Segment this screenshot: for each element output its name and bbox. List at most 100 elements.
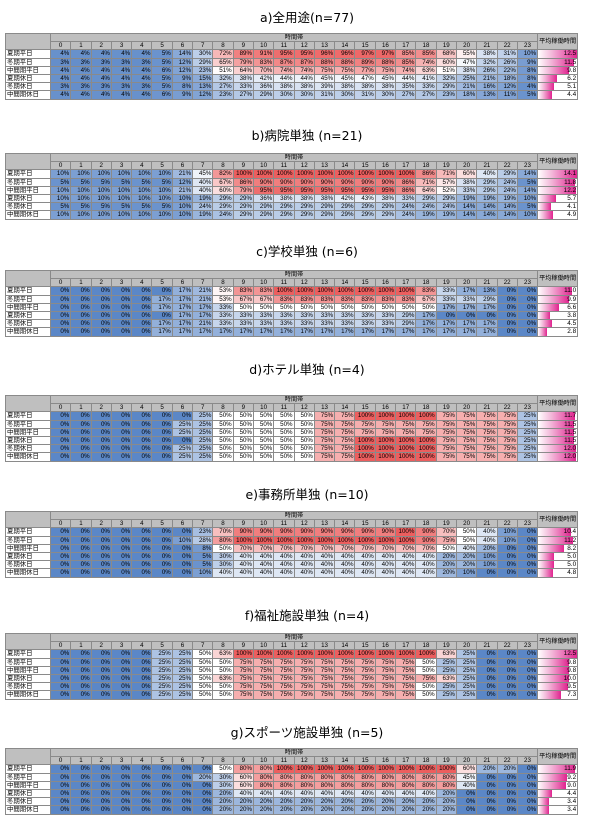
heatmap-cell: 75%	[395, 673, 417, 684]
heatmap-cell: 0%	[171, 560, 194, 570]
heatmap-cell: 45%	[313, 73, 336, 84]
heatmap-cell: 75%	[313, 435, 336, 446]
heatmap-cell: 100%	[354, 764, 376, 774]
heatmap-cell: 50%	[273, 302, 295, 312]
average-bar	[538, 412, 575, 420]
heatmap-cell: 17%	[192, 310, 214, 321]
heatmap-cell: 30%	[273, 90, 295, 100]
heatmap-cell: 97%	[374, 49, 397, 59]
heatmap-cell: 90%	[273, 527, 295, 537]
average-hours-cell: 3.4	[537, 805, 579, 815]
heatmap-cell: 100%	[374, 435, 397, 446]
heatmap-cell: 5%	[151, 49, 173, 59]
table-row: 夏期平日 0% 0% 0% 0% 0% 0% 0% 23% 70% 90% 90% 90% 90% 90% 9…	[5, 527, 579, 537]
heatmap-cell: 90%	[313, 527, 336, 537]
heatmap-cell: 20%	[293, 805, 315, 815]
heatmap-cell: 25%	[455, 657, 478, 667]
heatmap-cell: 90%	[252, 527, 275, 537]
heatmap-cell: 83%	[415, 286, 437, 296]
heatmap-cell: 75%	[313, 673, 336, 684]
heatmap-cell: 90%	[273, 177, 295, 187]
heatmap-cell: 0%	[151, 772, 173, 782]
heatmap-cell: 90%	[232, 527, 254, 537]
heatmap-cell: 13%	[192, 82, 214, 92]
heatmap-cell: 25%	[151, 673, 173, 684]
heatmap-cell: 75%	[252, 690, 275, 700]
average-bar	[538, 211, 554, 218]
heatmap-cell: 10%	[110, 210, 133, 220]
heatmap-cell: 40%	[273, 568, 295, 578]
heatmap-cell: 85%	[395, 49, 417, 59]
heatmap-cell: 80%	[435, 780, 457, 790]
heatmap-cell: 75%	[435, 435, 457, 446]
heatmap-table: 時間帯 平均稼働時間 0 1 2 3 4 5 6 7 8 9 10 11 12 13 14 15 16 17 18 19 2…	[5, 510, 579, 578]
table-row: 夏期平日 0% 0% 0% 0% 0% 0% 0% 25% 50% 50% 50% 50% 50% 75% 7…	[5, 411, 579, 421]
heatmap-cell: 63%	[435, 649, 457, 659]
heatmap-cell: 10%	[49, 193, 72, 204]
heatmap-cell: 0%	[49, 780, 72, 790]
heatmap-cell: 0%	[90, 435, 112, 446]
heatmap-cell: 17%	[171, 302, 194, 312]
average-value: 5.0	[567, 553, 577, 561]
heatmap-cell: 20%	[334, 797, 356, 807]
heatmap-cell: 33%	[354, 310, 376, 321]
heatmap-cell: 50%	[293, 419, 315, 429]
heatmap-cell: 0%	[70, 452, 92, 462]
heatmap-cell: 29%	[395, 319, 417, 329]
heatmap-cell: 0%	[496, 294, 518, 304]
heatmap-cell: 20%	[273, 797, 295, 807]
heatmap-cell: 50%	[212, 444, 234, 454]
heatmap-cell: 4%	[131, 73, 153, 84]
heatmap-cell: 0%	[496, 657, 518, 667]
hour-header: 9	[232, 641, 254, 651]
table-row: 夏期平日 10% 10% 10% 10% 10% 10% 21% 45% 82% 100% 100% 1…	[5, 169, 579, 179]
hour-header: 18	[415, 41, 437, 51]
heatmap-cell: 0%	[70, 411, 92, 421]
heatmap-cell: 0%	[516, 690, 539, 700]
heatmap-cell: 0%	[49, 657, 72, 667]
row-label: 中間期平日	[5, 65, 51, 75]
heatmap-cell: 29%	[435, 193, 457, 204]
hour-header: 5	[151, 41, 173, 51]
heatmap-cell: 0%	[151, 805, 173, 815]
heatmap-cell: 0%	[131, 560, 153, 570]
heatmap-cell: 0%	[90, 682, 112, 692]
hour-header: 18	[415, 641, 437, 651]
hour-header: 9	[232, 41, 254, 51]
average-value: 9.8	[567, 666, 577, 674]
average-hours-cell: 3.4	[537, 797, 579, 807]
row-label: 中間期休日	[5, 210, 51, 220]
table-row: 夏期平日 0% 0% 0% 0% 0% 0% 0% 0% 50% 80% 80% 100% 100% 100…	[5, 764, 579, 774]
hour-header: 21	[476, 641, 498, 651]
heatmap-cell: 90%	[415, 527, 437, 537]
heatmap-cell: 0%	[131, 452, 153, 462]
hour-header: 9	[232, 756, 254, 766]
heatmap-cell: 75%	[496, 419, 518, 429]
heatmap-cell: 38%	[273, 82, 295, 92]
heatmap-cell: 0%	[70, 319, 92, 329]
heatmap-cell: 21%	[455, 82, 478, 92]
section-title: a)全用途(n=77)	[259, 10, 355, 25]
heatmap-cell: 0%	[171, 764, 194, 774]
heatmap-cell: 14%	[496, 202, 518, 212]
heatmap-cell: 30%	[374, 90, 397, 100]
header-average-hours: 平均稼働時間	[537, 269, 579, 288]
heatmap-cell: 55%	[455, 49, 478, 59]
table-row: 冬期休日 5% 5% 5% 5% 5% 5% 10% 24% 29% 29% 29% 29% 29% 29%…	[5, 202, 579, 212]
heatmap-cell: 38%	[476, 49, 498, 59]
heatmap-cell: 21%	[192, 319, 214, 329]
heatmap-cell: 25%	[171, 419, 194, 429]
heatmap-cell: 25%	[171, 690, 194, 700]
average-bar	[538, 545, 564, 552]
heatmap-cell: 33%	[334, 319, 356, 329]
heatmap-cell: 10%	[110, 185, 133, 195]
hour-header: 2	[90, 641, 112, 651]
row-label: 夏期休日	[5, 551, 51, 562]
heatmap-cell: 60%	[435, 57, 457, 67]
heatmap-cell: 10%	[455, 568, 478, 578]
heatmap-cell: 0%	[516, 327, 539, 337]
hour-header: 21	[476, 41, 498, 51]
average-value: 2.8	[567, 328, 577, 336]
heatmap-cell: 25%	[192, 411, 214, 421]
heatmap-cell: 0%	[496, 665, 518, 675]
